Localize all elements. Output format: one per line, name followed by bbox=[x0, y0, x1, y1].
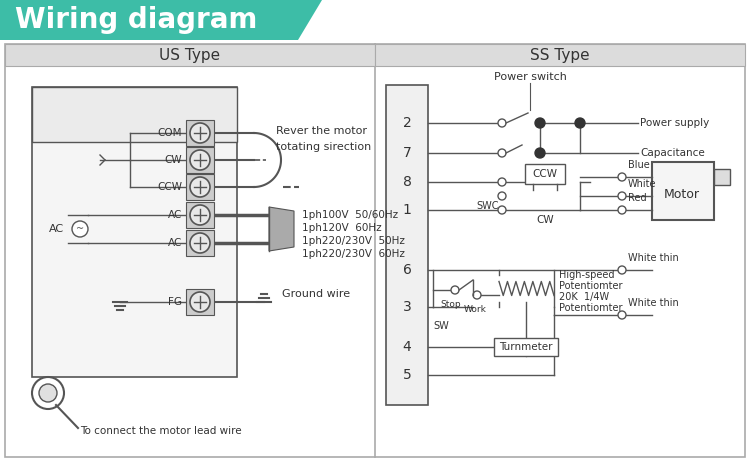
Text: Rever the motor: Rever the motor bbox=[276, 126, 367, 136]
Circle shape bbox=[72, 221, 88, 237]
Text: 4: 4 bbox=[403, 340, 411, 354]
Circle shape bbox=[498, 178, 506, 186]
Text: 6: 6 bbox=[403, 263, 412, 277]
Text: 1ph100V  50/60Hz: 1ph100V 50/60Hz bbox=[302, 210, 398, 220]
Circle shape bbox=[498, 149, 506, 157]
Text: FG: FG bbox=[168, 297, 182, 307]
Text: 3: 3 bbox=[403, 300, 411, 314]
Bar bbox=[186, 174, 214, 200]
Bar bbox=[525, 164, 565, 184]
Bar bbox=[186, 147, 214, 173]
Text: Power supply: Power supply bbox=[640, 118, 710, 128]
Circle shape bbox=[451, 286, 459, 294]
Circle shape bbox=[498, 119, 506, 127]
Bar bbox=[494, 338, 558, 356]
Bar bbox=[32, 87, 237, 142]
Text: Work: Work bbox=[464, 305, 487, 314]
Text: White thin: White thin bbox=[628, 253, 679, 263]
Bar bbox=[186, 120, 214, 146]
Bar bbox=[186, 202, 214, 228]
Bar bbox=[5, 44, 375, 66]
Text: CCW: CCW bbox=[157, 182, 182, 192]
Text: Stop: Stop bbox=[441, 300, 461, 309]
Polygon shape bbox=[269, 207, 294, 251]
Text: AC: AC bbox=[49, 224, 64, 234]
Text: totating sirection: totating sirection bbox=[276, 142, 371, 152]
Text: Power switch: Power switch bbox=[494, 72, 566, 82]
Text: Motor: Motor bbox=[664, 187, 700, 200]
Text: 1ph220/230V  60Hz: 1ph220/230V 60Hz bbox=[302, 249, 405, 259]
Circle shape bbox=[618, 206, 626, 214]
Text: Ground wire: Ground wire bbox=[282, 289, 350, 299]
Circle shape bbox=[39, 384, 57, 402]
Text: Wiring diagram: Wiring diagram bbox=[15, 6, 257, 34]
Text: SWC: SWC bbox=[477, 201, 500, 211]
Polygon shape bbox=[0, 0, 322, 40]
Circle shape bbox=[535, 118, 545, 128]
Text: Capacitance: Capacitance bbox=[640, 148, 705, 158]
Circle shape bbox=[190, 150, 210, 170]
Circle shape bbox=[473, 291, 481, 299]
Circle shape bbox=[190, 233, 210, 253]
Text: ~: ~ bbox=[76, 224, 84, 234]
Circle shape bbox=[618, 266, 626, 274]
Text: US Type: US Type bbox=[160, 47, 220, 62]
Text: White thin: White thin bbox=[628, 298, 679, 308]
Text: Blue: Blue bbox=[628, 160, 650, 170]
Bar bbox=[32, 87, 237, 377]
Bar bbox=[186, 230, 214, 256]
Circle shape bbox=[575, 118, 585, 128]
Text: High-speed: High-speed bbox=[559, 270, 614, 280]
Bar bbox=[714, 169, 730, 185]
Text: 1ph220/230V  50Hz: 1ph220/230V 50Hz bbox=[302, 236, 405, 246]
Text: SS Type: SS Type bbox=[530, 47, 590, 62]
Text: 7: 7 bbox=[403, 146, 411, 160]
Circle shape bbox=[190, 123, 210, 143]
Text: Potentiomter: Potentiomter bbox=[559, 281, 622, 291]
Circle shape bbox=[190, 205, 210, 225]
Text: AC: AC bbox=[168, 210, 182, 220]
Circle shape bbox=[498, 206, 506, 214]
Bar bbox=[186, 289, 214, 315]
Circle shape bbox=[535, 148, 545, 158]
Text: Turnmeter: Turnmeter bbox=[500, 342, 553, 352]
Text: Potentiomter: Potentiomter bbox=[559, 303, 622, 313]
Text: 1: 1 bbox=[403, 203, 412, 217]
Text: White: White bbox=[628, 179, 656, 189]
Text: 1ph120V  60Hz: 1ph120V 60Hz bbox=[302, 223, 382, 233]
Bar bbox=[386, 85, 428, 405]
Bar bbox=[375, 44, 745, 66]
Text: CCW: CCW bbox=[532, 169, 557, 179]
Text: COM: COM bbox=[158, 128, 182, 138]
Bar bbox=[5, 44, 745, 457]
Bar bbox=[652, 162, 714, 220]
Circle shape bbox=[618, 192, 626, 200]
Text: 5: 5 bbox=[403, 368, 411, 382]
Text: CW: CW bbox=[536, 215, 554, 225]
Text: SW: SW bbox=[433, 321, 448, 331]
Circle shape bbox=[618, 173, 626, 181]
Circle shape bbox=[32, 377, 64, 409]
Text: To connect the motor lead wire: To connect the motor lead wire bbox=[80, 426, 242, 436]
Circle shape bbox=[190, 177, 210, 197]
Circle shape bbox=[190, 292, 210, 312]
Text: 20K  1/4W: 20K 1/4W bbox=[559, 292, 609, 302]
Circle shape bbox=[618, 311, 626, 319]
Text: CW: CW bbox=[164, 155, 182, 165]
Text: 2: 2 bbox=[403, 116, 411, 130]
Text: Red: Red bbox=[628, 193, 646, 203]
Text: 8: 8 bbox=[403, 175, 412, 189]
Text: AC: AC bbox=[168, 238, 182, 248]
Circle shape bbox=[498, 192, 506, 200]
